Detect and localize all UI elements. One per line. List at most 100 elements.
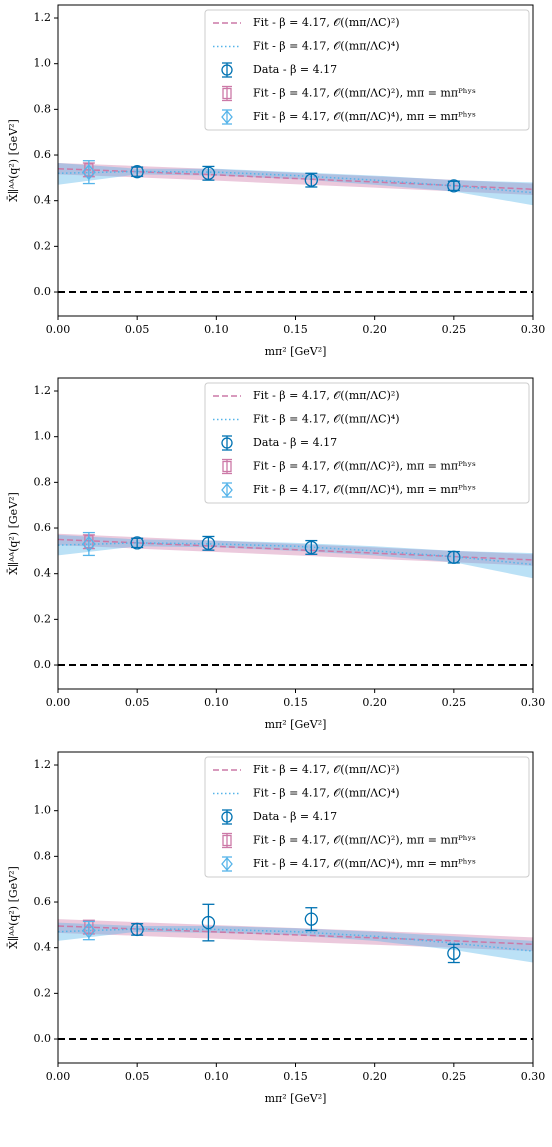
data-point <box>447 550 461 564</box>
y-tick-label: 0.4 <box>34 941 52 954</box>
legend: Fit - β = 4.17, 𝒪((mπ/ΛC)²) Fit - β = 4.1… <box>204 382 530 504</box>
x-tick-label: 0.10 <box>204 323 229 336</box>
legend-swatch <box>221 811 233 823</box>
x-axis-label: mπ² [GeV²] <box>265 345 327 358</box>
panel: 0.00 0.05 0.10 0.15 0.20 0.25 0.30 0.0 0.2 0.4 0.6… <box>7 4 546 358</box>
plot-frame <box>57 751 534 1064</box>
legend-swatch <box>222 460 232 473</box>
fit-line <box>57 928 534 952</box>
fit-band <box>58 922 533 963</box>
phys-point <box>82 536 96 553</box>
y-axis-label: X̄∥ᴬᴬ(q²) [GeV²] <box>7 866 20 949</box>
plot-area <box>57 163 534 206</box>
legend-label: Fit - β = 4.17, 𝒪((mπ/ΛC)²), mπ = mπᴾʰʸˢ <box>253 87 476 100</box>
y-tick-label: 0.0 <box>34 658 52 671</box>
data-point <box>201 166 216 180</box>
legend-label: Data - β = 4.17 <box>253 810 337 823</box>
y-axis-label: X̄∥ᴬᴬ(q²) [GeV²] <box>7 119 20 202</box>
x-tick-label: 0.25 <box>442 323 467 336</box>
data-point <box>447 946 461 961</box>
plot-area <box>57 919 534 963</box>
x-tick-label: 0.30 <box>521 1070 546 1083</box>
legend-label: Data - β = 4.17 <box>253 436 337 449</box>
y-tick-label: 0.2 <box>34 986 52 999</box>
legend-label: Fit - β = 4.17, 𝒪((mπ/ΛC)²), mπ = mπᴾʰʸˢ <box>253 460 476 473</box>
x-tick-label: 0.25 <box>442 1070 467 1083</box>
legend-label: Fit - β = 4.17, 𝒪((mπ/ΛC)²) <box>253 389 400 402</box>
legend-swatch <box>221 109 233 125</box>
x-axis-label: mπ² [GeV²] <box>265 718 327 731</box>
legend-swatch <box>221 64 233 76</box>
legend-label: Fit - β = 4.17, 𝒪((mπ/ΛC)⁴), mπ = mπᴾʰʸˢ <box>253 110 476 123</box>
x-tick-label: 0.20 <box>362 1070 387 1083</box>
legend-label: Fit - β = 4.17, 𝒪((mπ/ΛC)⁴) <box>253 413 400 426</box>
x-tick-label: 0.30 <box>521 696 546 709</box>
data-point <box>201 536 216 550</box>
legend-label: Fit - β = 4.17, 𝒪((mπ/ΛC)²) <box>253 16 400 29</box>
y-tick-label: 0.2 <box>34 612 52 625</box>
y-tick-label: 0.0 <box>34 1032 52 1045</box>
data-point <box>304 540 318 555</box>
legend-label: Data - β = 4.17 <box>253 63 337 76</box>
panel: 0.00 0.05 0.10 0.15 0.20 0.25 0.30 0.0 0.2 0.4 0.6… <box>7 377 546 731</box>
x-tick-label: 0.15 <box>283 323 308 336</box>
legend: Fit - β = 4.17, 𝒪((mπ/ΛC)²) Fit - β = 4.1… <box>204 9 530 131</box>
legend-label: Fit - β = 4.17, 𝒪((mπ/ΛC)²) <box>253 763 400 776</box>
y-tick-label: 1.0 <box>34 430 52 443</box>
x-tick-label: 0.05 <box>125 696 150 709</box>
y-tick-label: 0.8 <box>34 102 52 115</box>
y-tick-label: 1.2 <box>34 11 52 24</box>
legend-label: Fit - β = 4.17, 𝒪((mπ/ΛC)⁴) <box>253 787 400 800</box>
y-tick-label: 0.2 <box>34 239 52 252</box>
legend-box <box>204 9 530 131</box>
y-tick-label: 1.2 <box>34 384 52 397</box>
fit-line <box>57 925 534 946</box>
x-tick-label: 0.25 <box>442 696 467 709</box>
plot-frame <box>57 377 534 690</box>
x-tick-label: 0.10 <box>204 696 229 709</box>
x-tick-label: 0.10 <box>204 1070 229 1083</box>
legend-box <box>204 756 530 878</box>
x-tick-label: 0.00 <box>46 323 71 336</box>
phys-point <box>82 164 96 181</box>
data-point <box>130 922 144 937</box>
plot-frame <box>57 4 534 317</box>
legend-label: Fit - β = 4.17, 𝒪((mπ/ΛC)⁴) <box>253 40 400 53</box>
data-point <box>130 165 144 179</box>
y-tick-label: 0.4 <box>34 567 52 580</box>
legend-swatch <box>221 856 233 872</box>
y-tick-label: 0.0 <box>34 285 52 298</box>
legend: Fit - β = 4.17, 𝒪((mπ/ΛC)²) Fit - β = 4.1… <box>204 756 530 878</box>
x-tick-label: 0.15 <box>283 1070 308 1083</box>
x-tick-label: 0.05 <box>125 323 150 336</box>
data-point <box>304 912 318 926</box>
data-point <box>130 536 144 550</box>
y-tick-label: 0.8 <box>34 475 52 488</box>
data-point <box>304 173 318 187</box>
y-tick-label: 1.0 <box>34 57 52 70</box>
panel: 0.00 0.05 0.10 0.15 0.20 0.25 0.30 0.0 0.2 0.4 0.6… <box>7 751 546 1105</box>
y-tick-label: 0.6 <box>34 895 52 908</box>
y-tick-label: 0.8 <box>34 849 52 862</box>
y-tick-label: 0.6 <box>34 148 52 161</box>
legend-swatch <box>222 87 232 100</box>
x-tick-label: 0.30 <box>521 323 546 336</box>
x-tick-label: 0.00 <box>46 1070 71 1083</box>
x-tick-label: 0.20 <box>362 696 387 709</box>
data-point <box>201 915 216 930</box>
phys-point <box>82 922 96 939</box>
legend-swatch <box>222 834 232 847</box>
legend-box <box>204 382 530 504</box>
y-tick-label: 0.4 <box>34 194 52 207</box>
data-point <box>447 179 461 193</box>
legend-label: Fit - β = 4.17, 𝒪((mπ/ΛC)²), mπ = mπᴾʰʸˢ <box>253 834 476 847</box>
y-tick-label: 1.0 <box>34 804 52 817</box>
x-tick-label: 0.00 <box>46 696 71 709</box>
plot-area <box>57 533 534 579</box>
x-tick-label: 0.20 <box>362 323 387 336</box>
legend-swatch <box>221 482 233 498</box>
legend-label: Fit - β = 4.17, 𝒪((mπ/ΛC)⁴), mπ = mπᴾʰʸˢ <box>253 857 476 870</box>
y-tick-label: 0.6 <box>34 521 52 534</box>
x-tick-label: 0.15 <box>283 696 308 709</box>
